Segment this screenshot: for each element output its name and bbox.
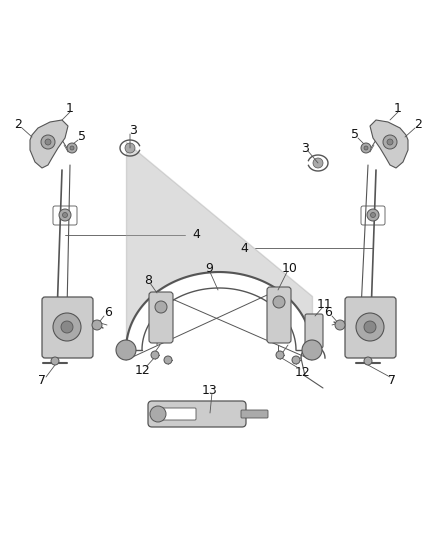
Circle shape [335,320,345,330]
Text: 12: 12 [295,367,311,379]
Text: 9: 9 [205,262,213,274]
Text: 13: 13 [202,384,218,397]
FancyBboxPatch shape [42,297,93,358]
FancyBboxPatch shape [267,287,291,343]
FancyBboxPatch shape [345,297,396,358]
Text: 8: 8 [144,273,152,287]
Circle shape [364,146,368,150]
Circle shape [150,406,166,422]
FancyBboxPatch shape [149,292,173,343]
Text: 3: 3 [129,124,137,136]
Text: 1: 1 [66,101,74,115]
Text: 12: 12 [135,364,151,376]
Polygon shape [30,120,68,168]
Text: 10: 10 [282,262,298,274]
Circle shape [67,143,77,153]
FancyBboxPatch shape [159,408,196,420]
Circle shape [92,320,102,330]
Circle shape [59,209,71,221]
Circle shape [61,321,73,333]
Circle shape [151,351,159,359]
Circle shape [51,357,59,365]
Circle shape [371,213,375,217]
Text: 4: 4 [192,229,200,241]
Text: 6: 6 [324,306,332,319]
FancyBboxPatch shape [148,401,246,427]
Circle shape [313,158,323,168]
Circle shape [364,357,372,365]
Polygon shape [370,120,408,168]
Circle shape [53,313,81,341]
Circle shape [116,340,136,360]
Circle shape [364,321,376,333]
Circle shape [302,340,322,360]
Text: 7: 7 [38,374,46,386]
Text: 6: 6 [104,306,112,319]
Text: 4: 4 [240,241,248,254]
Circle shape [70,146,74,150]
Circle shape [292,356,300,364]
Text: 5: 5 [351,128,359,141]
Text: 3: 3 [301,141,309,155]
Text: 2: 2 [414,118,422,132]
Circle shape [361,143,371,153]
Text: 2: 2 [14,118,22,132]
FancyBboxPatch shape [305,314,323,348]
Text: 11: 11 [317,297,333,311]
Text: 5: 5 [78,131,86,143]
Circle shape [155,301,167,313]
Circle shape [63,213,67,217]
Circle shape [367,209,379,221]
FancyBboxPatch shape [241,410,268,418]
Text: 1: 1 [394,101,402,115]
Circle shape [356,313,384,341]
Circle shape [45,139,51,145]
Circle shape [387,139,393,145]
Circle shape [276,351,284,359]
Text: 7: 7 [388,374,396,386]
Circle shape [383,135,397,149]
Circle shape [164,356,172,364]
Circle shape [125,143,135,153]
Circle shape [273,296,285,308]
Circle shape [41,135,55,149]
